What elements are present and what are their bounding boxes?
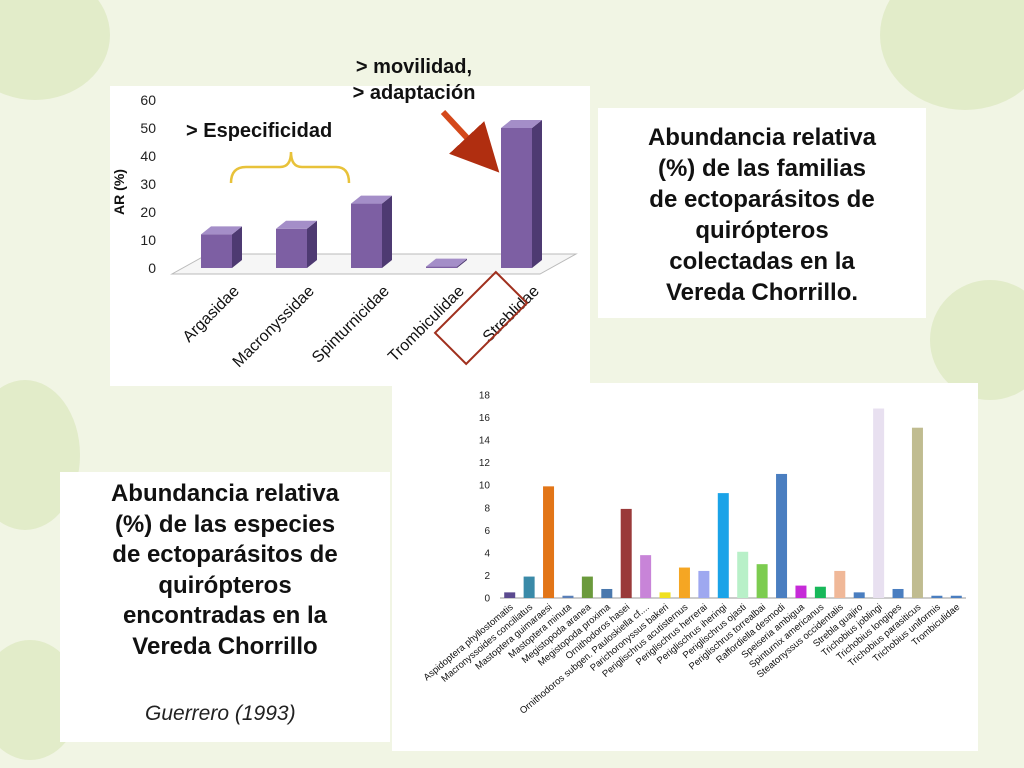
y-tick-label: 10 bbox=[479, 481, 491, 492]
y-axis-label: AR (%) bbox=[111, 169, 127, 215]
bottom-caption-panel bbox=[60, 472, 390, 742]
caption-line: de ectoparásitos de bbox=[112, 541, 338, 568]
bar bbox=[873, 408, 885, 598]
bar bbox=[501, 120, 542, 268]
y-tick-label: 6 bbox=[484, 526, 490, 537]
y-tick-label: 18 bbox=[479, 391, 491, 402]
bar bbox=[717, 493, 729, 598]
bar bbox=[814, 586, 826, 598]
caption-line: (%) de las especies bbox=[114, 510, 336, 538]
y-tick-label: 60 bbox=[140, 92, 156, 108]
bar bbox=[950, 595, 962, 598]
bar bbox=[504, 592, 516, 598]
especificidad-bracket bbox=[229, 151, 351, 184]
bottom-caption: Abundancia relativa (%) de las especies … bbox=[60, 479, 390, 662]
top-caption-panel bbox=[598, 108, 926, 318]
bar bbox=[853, 592, 865, 598]
bar bbox=[911, 427, 923, 598]
y-tick-label: 40 bbox=[140, 148, 156, 164]
top-caption: Abundancia relativa (%) de las familias … bbox=[598, 122, 926, 308]
y-tick-label: 14 bbox=[479, 436, 491, 447]
caption-line: Vereda Chorrillo. bbox=[665, 279, 859, 306]
bar bbox=[737, 551, 749, 598]
leaf-decoration bbox=[930, 280, 1024, 400]
caption-line: Abundancia relativa bbox=[647, 124, 877, 151]
y-tick-label: 12 bbox=[479, 458, 491, 469]
citation: Guerrero (1993) bbox=[145, 702, 296, 725]
y-tick-label: 10 bbox=[140, 232, 156, 248]
caption-line: encontradas en la bbox=[122, 602, 328, 629]
highlight-box bbox=[433, 270, 529, 366]
bar bbox=[931, 595, 943, 598]
y-tick-label: 4 bbox=[484, 548, 490, 559]
bar bbox=[678, 567, 690, 598]
bar bbox=[601, 588, 613, 598]
y-tick-label: 16 bbox=[479, 413, 491, 424]
bar bbox=[351, 195, 392, 268]
caption-line: quirópteros bbox=[695, 217, 829, 244]
movilidad-annotation: > movilidad, bbox=[356, 56, 472, 78]
bar bbox=[659, 592, 671, 598]
caption-line: de ectoparásitos de bbox=[649, 186, 875, 213]
bar bbox=[201, 226, 242, 268]
adaptacion-annotation: > adaptación bbox=[353, 82, 476, 104]
bar bbox=[581, 576, 593, 598]
bar bbox=[698, 570, 710, 598]
bar bbox=[834, 570, 846, 598]
bar bbox=[276, 220, 317, 268]
caption-line: (%) de las familias bbox=[657, 155, 867, 182]
y-tick-label: 20 bbox=[140, 204, 156, 220]
bar bbox=[523, 576, 535, 598]
bar bbox=[620, 508, 632, 598]
caption-line: quirópteros bbox=[158, 571, 292, 599]
arrow-icon bbox=[440, 109, 500, 173]
bar bbox=[892, 588, 904, 598]
especificidad-annotation: > Especificidad bbox=[186, 120, 332, 142]
caption-line: colectadas en la bbox=[669, 248, 855, 275]
y-tick-label: 0 bbox=[484, 594, 490, 605]
bar bbox=[426, 258, 467, 268]
caption-line: Vereda Chorrillo bbox=[132, 632, 318, 660]
bar bbox=[562, 595, 574, 598]
bar bbox=[543, 486, 555, 598]
bar bbox=[795, 585, 807, 598]
y-tick-label: 30 bbox=[140, 176, 156, 192]
bar bbox=[776, 473, 788, 598]
y-tick-label: 50 bbox=[140, 120, 156, 136]
y-tick-label: 0 bbox=[148, 260, 156, 276]
y-tick-label: 8 bbox=[484, 503, 490, 514]
y-tick-label: 2 bbox=[484, 571, 490, 582]
caption-line: Abundancia relativa bbox=[110, 480, 340, 507]
bar bbox=[640, 555, 652, 598]
bar bbox=[756, 564, 768, 598]
